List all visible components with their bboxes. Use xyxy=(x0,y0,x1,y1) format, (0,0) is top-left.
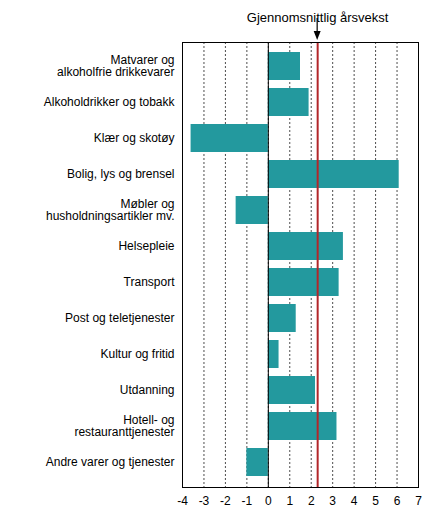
svg-text:Utdanning: Utdanning xyxy=(120,383,175,397)
svg-text:1: 1 xyxy=(286,494,293,508)
svg-text:Andre varer og tjenester: Andre varer og tjenester xyxy=(46,455,175,469)
svg-text:Gjennomsnittlig årsvekst: Gjennomsnittlig årsvekst xyxy=(247,10,389,25)
svg-text:Hotell- ogrestauranttjenester: Hotell- ogrestauranttjenester xyxy=(74,413,174,439)
svg-text:5: 5 xyxy=(372,494,379,508)
svg-text:Transport: Transport xyxy=(124,275,176,289)
svg-text:-1: -1 xyxy=(242,494,253,508)
svg-text:Post og teletjenester: Post og teletjenester xyxy=(65,311,174,325)
svg-text:4: 4 xyxy=(351,494,358,508)
svg-text:Møbler oghusholdningsartikler: Møbler oghusholdningsartikler mv. xyxy=(46,197,175,223)
svg-text:3: 3 xyxy=(329,494,336,508)
svg-text:-4: -4 xyxy=(177,494,188,508)
svg-text:Bolig, lys og brensel: Bolig, lys og brensel xyxy=(67,167,174,181)
svg-text:2: 2 xyxy=(308,494,315,508)
svg-text:Matvarer ogalkoholfrie drikkev: Matvarer ogalkoholfrie drikkevarer xyxy=(57,53,174,79)
svg-text:-2: -2 xyxy=(220,494,231,508)
svg-text:Alkoholdrikker og tobakk: Alkoholdrikker og tobakk xyxy=(44,95,176,109)
svg-text:Kultur og fritid: Kultur og fritid xyxy=(100,347,174,361)
svg-text:Klær og skotøy: Klær og skotøy xyxy=(94,131,175,145)
svg-text:Helsepleie: Helsepleie xyxy=(118,239,174,253)
svg-text:0: 0 xyxy=(265,494,272,508)
svg-text:-3: -3 xyxy=(199,494,210,508)
svg-text:6: 6 xyxy=(394,494,401,508)
svg-text:7: 7 xyxy=(415,494,422,508)
